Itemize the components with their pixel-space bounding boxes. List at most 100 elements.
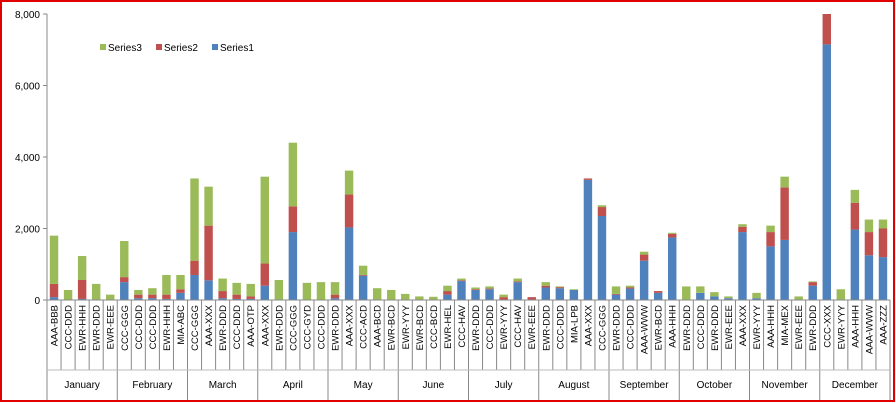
x-tick-label: AAA-XXX	[738, 304, 749, 346]
bar-segment	[162, 298, 171, 300]
bar-segment	[766, 225, 775, 233]
x-tick-label: MIA-LPB	[569, 305, 580, 343]
y-tick-label: 4,000	[15, 153, 40, 164]
x-tick-label: CCC-DDD	[316, 305, 327, 349]
x-tick-label: EWR-DDD	[612, 305, 623, 351]
bar-segment	[246, 298, 255, 300]
bar-segment	[457, 278, 466, 281]
bar-segment	[864, 232, 874, 256]
bar-segment	[387, 289, 396, 300]
x-tick-label: AAA-XXX	[260, 304, 271, 346]
bar-segment	[752, 292, 761, 299]
x-tick-label: EWR-YYY	[401, 304, 412, 349]
x-tick-label: MIA-ABC	[176, 305, 187, 345]
bar-segment	[513, 281, 522, 283]
bar-segment	[218, 298, 227, 300]
bar-segment	[766, 246, 775, 300]
y-tick-label: 6,000	[15, 82, 40, 93]
x-tick-label: EWR-YYY	[836, 304, 847, 349]
bar-segment	[457, 280, 466, 282]
bar-segment	[738, 224, 747, 227]
month-label: February	[132, 380, 172, 391]
bar-segment	[148, 298, 157, 300]
bar-segment	[878, 257, 888, 300]
bar-segment	[625, 288, 635, 300]
bar-segment	[344, 194, 354, 228]
bar-segment	[864, 255, 874, 300]
bar-segment	[77, 279, 87, 299]
bar-segment	[148, 294, 157, 299]
bar-segment	[218, 291, 227, 299]
bar-segment	[555, 287, 565, 289]
bar-segment	[878, 228, 888, 258]
bar-segment	[569, 289, 579, 300]
x-tick-label: AAA-WWW	[864, 305, 875, 354]
x-tick-label: CCC-DDD	[555, 305, 566, 349]
bar-segment	[738, 232, 747, 300]
bar-segment	[836, 289, 846, 300]
x-tick-label: CCC-DDD	[64, 305, 75, 349]
bar-segment	[808, 281, 817, 283]
month-label: December	[832, 380, 879, 391]
legend-label: Series1	[220, 43, 254, 54]
x-tick-label: EWR-DDD	[274, 305, 285, 351]
x-tick-label: EWR-EEE	[106, 305, 117, 349]
bar-segment	[611, 294, 621, 300]
bar-segment	[668, 237, 677, 300]
x-tick-label: EWR-DDD	[710, 305, 721, 351]
bar-segment	[499, 294, 508, 298]
bar-segment	[176, 274, 185, 290]
x-tick-label: EWR-YYY	[752, 304, 763, 349]
month-label: March	[209, 380, 237, 391]
bar-segment	[148, 288, 157, 295]
bar-segment	[485, 288, 494, 290]
bar-segment	[134, 294, 143, 299]
bar-segment	[668, 232, 677, 234]
bar-segment	[471, 289, 480, 290]
x-tick-label: EWR-BCD	[654, 305, 665, 351]
bar-segment	[288, 142, 298, 207]
bar-segment	[260, 263, 269, 286]
month-label: July	[495, 380, 513, 391]
bar-segment	[597, 215, 607, 300]
x-tick-label: AAA-XXX	[345, 304, 356, 346]
bar-segment	[443, 294, 452, 300]
month-label: June	[423, 380, 445, 391]
x-tick-label: EWR-YYY	[499, 304, 510, 349]
x-tick-label: CCC-DDD	[134, 305, 145, 349]
x-tick-label: EWR-BCD	[387, 305, 398, 351]
x-tick-label: AAA-OTP	[246, 305, 257, 347]
x-tick-label: CCC-DDD	[148, 305, 159, 349]
bar-segment	[724, 296, 733, 299]
bar-segment	[246, 296, 255, 299]
bar-segment	[443, 285, 452, 292]
x-tick-label: CCC-DDD	[485, 305, 496, 349]
bar-segment	[583, 179, 593, 300]
bar-segment	[330, 282, 340, 295]
bar-segment	[190, 260, 199, 275]
x-tick-label: CCC-XXX	[822, 304, 833, 347]
x-tick-label: AAA-ZZZ	[878, 305, 889, 345]
bar-segment	[555, 286, 565, 288]
x-tick-label: CCC-DDD	[232, 305, 243, 349]
bar-segment	[625, 287, 635, 289]
bar-segment	[541, 282, 550, 286]
bar-segment	[330, 298, 340, 300]
bar-segment	[372, 288, 382, 300]
bar-segment	[120, 282, 129, 300]
bar-segment	[204, 186, 213, 226]
x-tick-label: AAA-HHH	[668, 305, 679, 348]
x-tick-label: AAA-BBB	[50, 305, 61, 346]
x-tick-label: EWR-DDD	[541, 305, 552, 351]
bar-segment	[429, 296, 438, 300]
bar-segment	[569, 289, 579, 290]
bar-segment	[850, 229, 860, 300]
x-tick-label: CCC-GYD	[302, 305, 313, 349]
legend-swatch	[156, 44, 162, 50]
bar-segment	[696, 292, 705, 300]
bar-segment	[471, 289, 480, 300]
bar-segment	[808, 282, 817, 286]
bar-segment	[822, 14, 831, 45]
bar-segment	[415, 296, 424, 300]
